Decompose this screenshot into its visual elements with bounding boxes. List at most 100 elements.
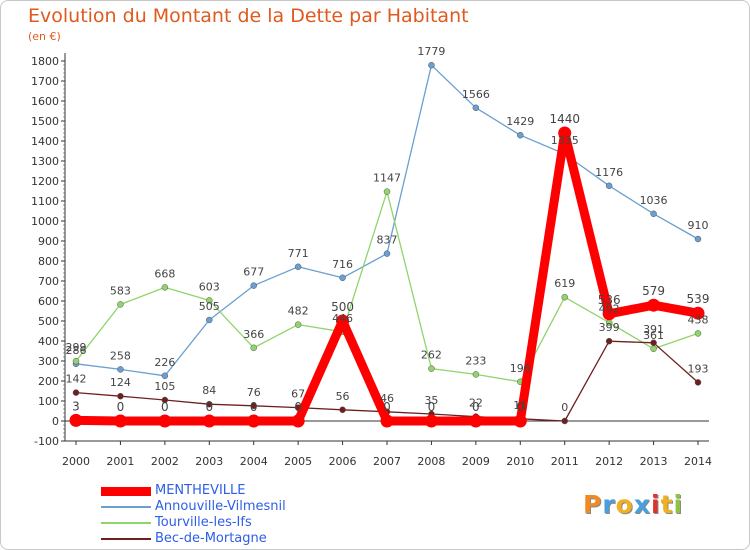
y-tick-label: 800: [38, 255, 59, 268]
data-point: [472, 371, 480, 378]
data-label: 492: [599, 303, 620, 316]
x-tick-label: 2008: [417, 455, 445, 468]
y-tick-label: 1700: [31, 75, 59, 88]
x-tick-label: 2001: [106, 455, 134, 468]
x-tick-label: 2005: [284, 455, 312, 468]
x-tick-label: 2011: [551, 455, 579, 468]
data-point: [561, 293, 568, 301]
data-label: 505: [199, 300, 220, 313]
data-label: 1566: [462, 88, 490, 101]
y-tick-label: -100: [34, 435, 59, 448]
data-point: [339, 274, 346, 282]
legend-swatch: [101, 538, 151, 540]
data-label: 603: [199, 280, 220, 293]
data-label: 0: [472, 400, 480, 414]
x-tick-label: 2013: [640, 455, 668, 468]
data-point: [424, 414, 438, 428]
legend-item: Tourville-les-Ifs: [101, 515, 361, 531]
data-point: [206, 297, 213, 304]
data-label: 286: [66, 344, 87, 357]
data-point: [558, 126, 572, 140]
data-point: [206, 400, 213, 408]
data-point: [158, 414, 172, 428]
data-label: 22: [469, 397, 483, 410]
x-tick-label: 2000: [62, 455, 90, 468]
data-point: [161, 396, 169, 404]
legend-label: Annouville-Vilmesnil: [155, 499, 286, 514]
data-point: [117, 301, 124, 308]
data-label: 0: [250, 400, 258, 414]
x-tick-label: 2009: [462, 455, 490, 468]
y-tick-label: 1200: [31, 175, 59, 188]
data-label: 399: [599, 321, 620, 334]
data-label: 124: [110, 376, 131, 389]
data-label: 3: [72, 399, 80, 413]
data-point: [428, 365, 435, 372]
data-label: 193: [688, 362, 709, 375]
data-label: 837: [377, 234, 398, 247]
chart-unit-label: (en €): [28, 30, 61, 43]
data-label: 67: [291, 388, 305, 401]
y-tick-label: 1300: [31, 155, 59, 168]
data-label: 446: [332, 312, 353, 325]
data-label: 619: [554, 277, 575, 290]
data-point: [561, 417, 568, 425]
data-point: [428, 61, 435, 69]
y-tick-label: 400: [38, 335, 59, 348]
y-tick-label: 1600: [31, 95, 59, 108]
data-point: [602, 307, 616, 321]
data-label: 539: [687, 292, 710, 306]
data-point: [69, 413, 83, 427]
data-point: [650, 339, 657, 347]
data-label: 35: [424, 394, 438, 407]
data-point: [694, 235, 702, 243]
data-point: [206, 316, 213, 324]
y-tick-label: 1000: [31, 215, 59, 228]
y-tick-label: 700: [38, 275, 59, 288]
data-label: 0: [161, 400, 169, 414]
y-tick-label: 1800: [31, 55, 59, 68]
data-label: 1176: [595, 166, 623, 179]
legend-swatch: [101, 506, 151, 508]
data-label: 84: [202, 384, 216, 397]
logo-letter: P: [583, 490, 603, 519]
x-tick-label: 2007: [373, 455, 401, 468]
data-point: [202, 414, 216, 428]
data-point: [650, 210, 657, 218]
data-point: [513, 414, 527, 428]
data-point: [517, 131, 524, 139]
data-label: 142: [66, 373, 87, 386]
data-label: 1335: [551, 134, 579, 147]
chart-title: Evolution du Montant de la Dette par Hab…: [28, 5, 469, 27]
data-label: 361: [643, 329, 664, 342]
data-point: [472, 104, 480, 112]
data-label: 438: [688, 313, 709, 326]
x-tick-label: 2010: [506, 455, 534, 468]
data-point: [605, 182, 613, 190]
data-label: 0: [294, 400, 302, 414]
data-point: [383, 188, 391, 195]
y-tick-label: 1500: [31, 115, 59, 128]
data-label: 233: [465, 354, 486, 367]
data-point: [605, 337, 613, 345]
data-label: 1779: [417, 45, 445, 58]
data-point: [72, 357, 80, 365]
data-label: 668: [154, 267, 175, 280]
data-point: [250, 344, 257, 352]
data-point: [113, 414, 127, 428]
legend-label: Tourville-les-Ifs: [155, 515, 252, 530]
x-tick-label: 2006: [329, 455, 357, 468]
legend-item: Bec-de-Mortagne: [101, 531, 361, 547]
data-point: [691, 306, 705, 320]
y-tick-label: 100: [38, 395, 59, 408]
logo-letter: i: [673, 490, 684, 519]
data-label: 196: [510, 362, 531, 375]
legend-item: Annouville-Vilmesnil: [101, 499, 361, 515]
data-point: [161, 284, 169, 291]
data-label: 583: [110, 284, 131, 297]
data-point: [247, 414, 261, 428]
data-point: [161, 372, 169, 380]
logo-letter: i: [651, 490, 661, 519]
